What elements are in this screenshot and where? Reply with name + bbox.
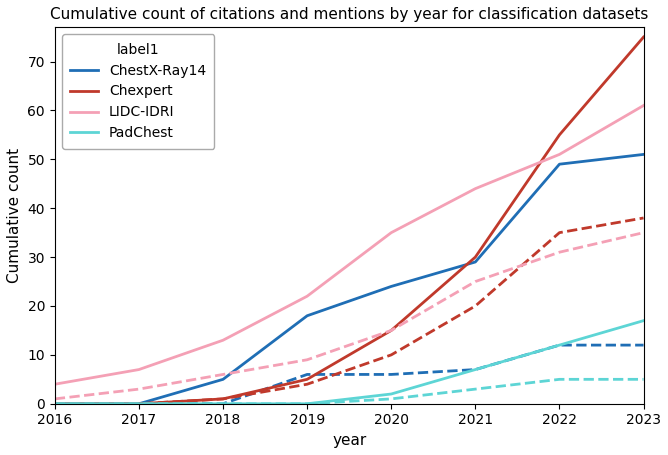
Title: Cumulative count of citations and mentions by year for classification datasets: Cumulative count of citations and mentio… — [50, 7, 649, 22]
Y-axis label: Cumulative count: Cumulative count — [7, 148, 22, 283]
Legend: ChestX-Ray14, Chexpert, LIDC-IDRI, PadChest: ChestX-Ray14, Chexpert, LIDC-IDRI, PadCh… — [62, 34, 214, 149]
X-axis label: year: year — [332, 433, 366, 448]
